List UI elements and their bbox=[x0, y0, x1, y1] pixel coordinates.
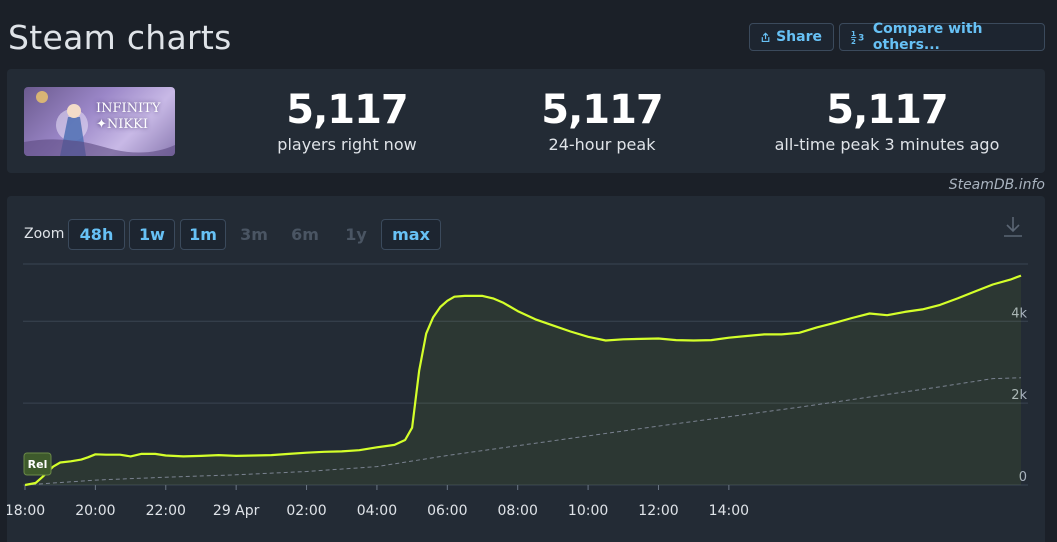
stat-label: players right now bbox=[277, 135, 417, 154]
share-button[interactable]: Share bbox=[749, 23, 834, 51]
download-icon bbox=[1004, 217, 1022, 237]
zoom-button-1m[interactable]: 1m bbox=[180, 219, 226, 250]
steamdb-credit[interactable]: SteamDB.info bbox=[948, 177, 1045, 193]
svg-text:3: 3 bbox=[858, 34, 864, 44]
game-logo-line2: ✦NIKKI bbox=[96, 117, 148, 132]
series-area bbox=[25, 275, 1021, 485]
stat-alltime-peak: 5,117 all-time peak 3 minutes ago bbox=[747, 89, 1027, 154]
zoom-button-48h[interactable]: 48h bbox=[68, 219, 125, 250]
zoom-button-1w[interactable]: 1w bbox=[129, 219, 175, 250]
game-capsule-image[interactable]: INFINITY ✦NIKKI bbox=[24, 87, 175, 156]
stat-label: all-time peak 3 minutes ago bbox=[774, 135, 1000, 154]
zoom-label: Zoom bbox=[24, 226, 65, 242]
stat-value: 5,117 bbox=[286, 87, 409, 133]
x-tick-label: 29 Apr bbox=[213, 503, 260, 519]
x-tick-label: 10:00 bbox=[568, 503, 608, 519]
stat-value: 5,117 bbox=[541, 87, 664, 133]
y-tick-label: 2k bbox=[1011, 388, 1027, 403]
stat-value: 5,117 bbox=[826, 87, 949, 133]
release-marker-box bbox=[23, 452, 52, 476]
y-tick-label: 0 bbox=[1019, 470, 1027, 485]
x-tick-label: 08:00 bbox=[498, 503, 538, 519]
zoom-button-max[interactable]: max bbox=[381, 219, 441, 250]
zoom-button-1y: 1y bbox=[345, 225, 367, 244]
x-tick-label: 14:00 bbox=[709, 503, 749, 519]
chart-panel: Zoom 48h 1w 1m 3m 6m 1y max 0 2k 4k 18:00 20:00 22:… bbox=[7, 196, 1045, 542]
x-tick-label: 06:00 bbox=[427, 503, 467, 519]
x-tick-label: 20:00 bbox=[75, 503, 115, 519]
zoom-button-6m: 6m bbox=[291, 225, 319, 244]
fraction-compare-icon: 1 2 3 bbox=[851, 29, 864, 46]
x-tick-label: 22:00 bbox=[146, 503, 186, 519]
compare-label: Compare with others... bbox=[872, 21, 983, 53]
series-line-dashed bbox=[24, 377, 1022, 486]
player-count-chart[interactable]: 0 2k 4k 18:00 20:00 22:00 29 Apr 02:00 04:00 06:0… bbox=[7, 196, 1045, 542]
series-line-players bbox=[24, 274, 1022, 487]
zoom-button-3m: 3m bbox=[240, 225, 268, 244]
y-tick-label: 4k bbox=[1011, 306, 1027, 321]
x-tick-label: 12:00 bbox=[638, 503, 678, 519]
game-art bbox=[24, 91, 175, 156]
x-tick-label: 18:00 bbox=[7, 503, 45, 519]
share-icon bbox=[761, 31, 770, 42]
x-tick-label: 02:00 bbox=[286, 503, 326, 519]
share-label: Share bbox=[776, 29, 822, 45]
release-marker[interactable]: Rel bbox=[23, 452, 52, 476]
stat-label: 24-hour peak bbox=[548, 135, 656, 154]
compare-button[interactable]: 1 2 3 Compare with others... bbox=[839, 21, 1045, 53]
game-logo-line1: INFINITY bbox=[96, 101, 161, 116]
x-tick-label: 04:00 bbox=[357, 503, 397, 519]
stat-24h-peak: 5,117 24-hour peak bbox=[497, 89, 707, 154]
stats-panel: INFINITY ✦NIKKI 5,117 players right now … bbox=[7, 69, 1045, 173]
release-marker-label: Rel bbox=[28, 458, 48, 471]
stat-current-players: 5,117 players right now bbox=[237, 89, 457, 154]
download-button[interactable] bbox=[1003, 216, 1023, 243]
page-title: Steam charts bbox=[8, 18, 232, 57]
svg-text:1: 1 bbox=[851, 29, 856, 38]
game-logo: INFINITY ✦NIKKI bbox=[96, 101, 160, 133]
svg-text:2: 2 bbox=[851, 37, 856, 46]
